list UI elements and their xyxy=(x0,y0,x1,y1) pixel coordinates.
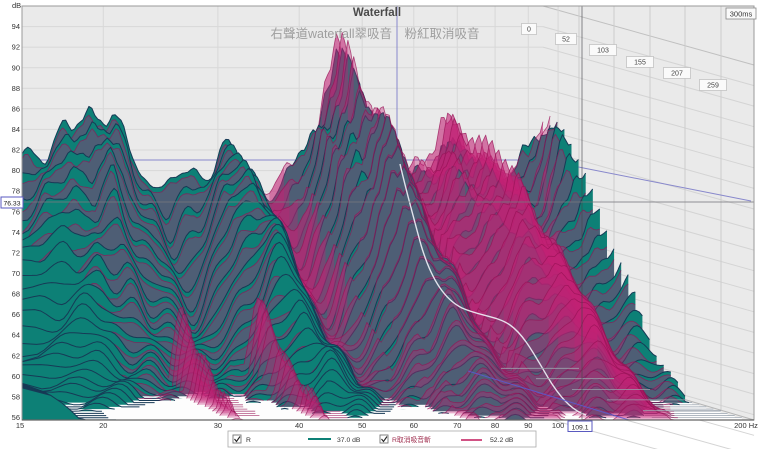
svg-text:82: 82 xyxy=(12,146,20,155)
svg-text:80: 80 xyxy=(12,166,20,175)
svg-text:90: 90 xyxy=(12,63,20,72)
svg-text:60: 60 xyxy=(410,421,418,430)
svg-text:R: R xyxy=(246,437,251,444)
svg-text:40: 40 xyxy=(295,421,303,430)
svg-text:88: 88 xyxy=(12,84,20,93)
svg-text:80: 80 xyxy=(491,421,499,430)
svg-text:右聲道waterfall翠吸音 粉紅取消吸音: 右聲道waterfall翠吸音 粉紅取消吸音 xyxy=(270,26,479,41)
svg-text:92: 92 xyxy=(12,43,20,52)
svg-text:74: 74 xyxy=(12,228,20,237)
svg-text:52: 52 xyxy=(562,37,570,44)
svg-text:259: 259 xyxy=(707,83,719,90)
svg-text:76: 76 xyxy=(12,207,20,216)
svg-text:155: 155 xyxy=(634,60,646,67)
svg-text:dB: dB xyxy=(12,1,21,10)
svg-text:Waterfall: Waterfall xyxy=(353,7,401,19)
svg-text:207: 207 xyxy=(671,71,683,78)
svg-text:78: 78 xyxy=(12,187,20,196)
svg-text:86: 86 xyxy=(12,104,20,113)
svg-text:60: 60 xyxy=(12,372,20,381)
svg-text:0: 0 xyxy=(527,27,531,34)
svg-text:103: 103 xyxy=(597,48,609,55)
svg-text:56: 56 xyxy=(12,413,20,422)
svg-text:94: 94 xyxy=(12,22,20,31)
svg-text:76.33: 76.33 xyxy=(3,201,20,208)
svg-text:100: 100 xyxy=(552,421,565,430)
svg-text:109.1: 109.1 xyxy=(571,425,588,432)
svg-text:52.2 dB: 52.2 dB xyxy=(490,437,514,444)
svg-text:90: 90 xyxy=(524,421,532,430)
svg-text:20: 20 xyxy=(99,421,107,430)
svg-text:200 Hz: 200 Hz xyxy=(734,421,758,430)
svg-text:300ms: 300ms xyxy=(730,10,753,19)
svg-text:68: 68 xyxy=(12,290,20,299)
svg-text:70: 70 xyxy=(12,269,20,278)
svg-text:72: 72 xyxy=(12,248,20,257)
svg-text:37.0 dB: 37.0 dB xyxy=(337,437,361,444)
svg-text:R取消吸音斬: R取消吸音斬 xyxy=(392,435,431,444)
svg-text:30: 30 xyxy=(214,421,222,430)
svg-text:84: 84 xyxy=(12,125,20,134)
svg-text:15: 15 xyxy=(16,421,24,430)
svg-text:66: 66 xyxy=(12,310,20,319)
svg-text:58: 58 xyxy=(12,392,20,401)
svg-text:70: 70 xyxy=(453,421,461,430)
svg-text:50: 50 xyxy=(358,421,366,430)
svg-text:64: 64 xyxy=(12,331,20,340)
svg-text:62: 62 xyxy=(12,351,20,360)
